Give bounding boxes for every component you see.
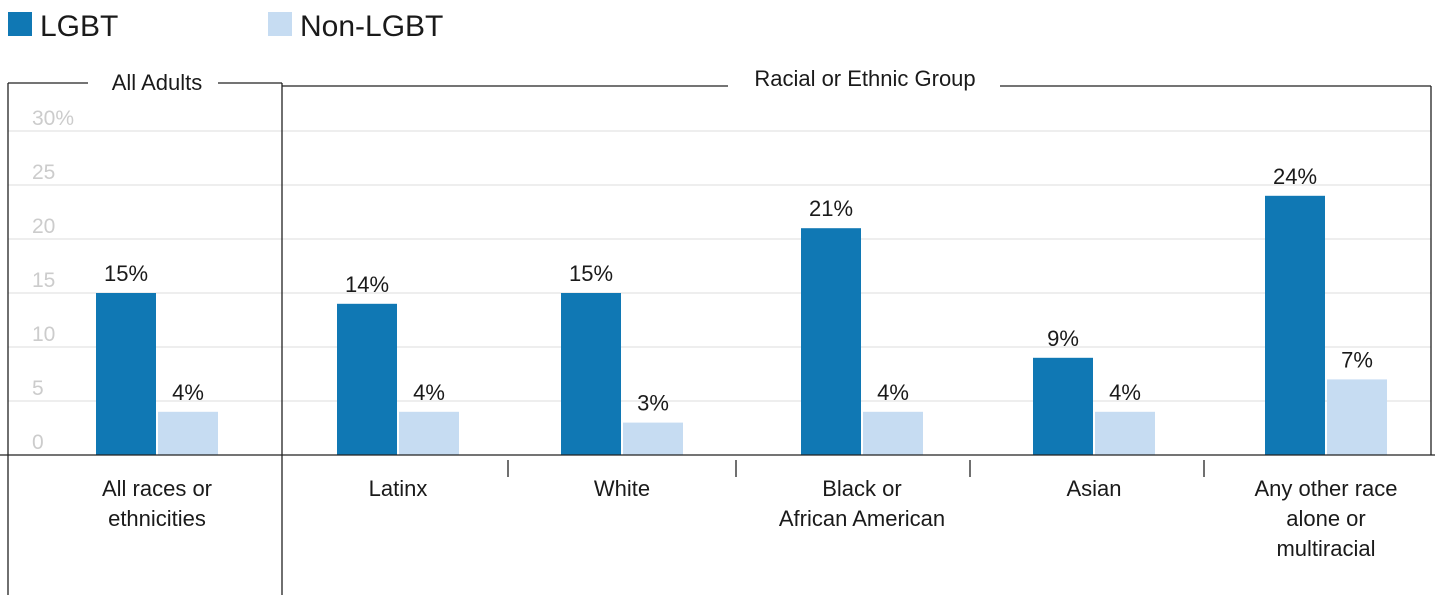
- bar-lgbt: [561, 293, 621, 455]
- group-title-all-adults: All Adults: [112, 70, 203, 95]
- category-label-line: ethnicities: [108, 506, 206, 531]
- data-label-non-lgbt: 4%: [877, 380, 909, 405]
- legend-swatch-lgbt: [8, 12, 32, 36]
- category-label: Any other race alone or multiracial: [1254, 476, 1397, 561]
- category-label-line: multiracial: [1276, 536, 1375, 561]
- category-label: Black or African American: [779, 476, 945, 531]
- data-label-lgbt: 15%: [569, 261, 613, 286]
- data-label-non-lgbt: 3%: [637, 391, 669, 416]
- category-labels: All races or ethnicities Latinx White Black …: [102, 476, 1398, 561]
- data-label-non-lgbt: 4%: [172, 380, 204, 405]
- data-label-lgbt: 21%: [809, 196, 853, 221]
- data-label-lgbt: 9%: [1047, 326, 1079, 351]
- category-label-line: alone or: [1286, 506, 1366, 531]
- bar-lgbt: [801, 228, 861, 455]
- category-label-line: Any other race: [1254, 476, 1397, 501]
- y-tick-label: 20: [32, 215, 55, 238]
- data-label-non-lgbt: 4%: [413, 380, 445, 405]
- y-axis-ticks: 0 5 10 15 20 25 30%: [32, 107, 74, 454]
- legend-label-non-lgbt: Non-LGBT: [300, 10, 443, 43]
- category-label: All races or ethnicities: [102, 476, 212, 531]
- data-label-lgbt: 24%: [1273, 164, 1317, 189]
- data-label-non-lgbt: 4%: [1109, 380, 1141, 405]
- bars: [96, 195, 1387, 456]
- y-tick-label: 0: [32, 431, 44, 454]
- y-tick-label: 30%: [32, 107, 74, 130]
- category-label-line: Latinx: [369, 476, 428, 501]
- category-label-line: White: [594, 476, 650, 501]
- y-tick-label: 10: [32, 323, 55, 346]
- category-label: White: [594, 476, 650, 501]
- y-tick-label: 5: [32, 377, 44, 400]
- y-tick-label: 15: [32, 269, 55, 292]
- group-title-racial: Racial or Ethnic Group: [754, 66, 975, 91]
- y-tick-label: 25: [32, 161, 55, 184]
- bar-non-lgbt: [863, 411, 923, 455]
- data-label-lgbt: 14%: [345, 272, 389, 297]
- category-label: Latinx: [369, 476, 428, 501]
- category-label-line: All races or: [102, 476, 212, 501]
- bar-non-lgbt: [1095, 411, 1155, 455]
- category-label-line: Black or: [822, 476, 901, 501]
- data-labels: 15% 14% 15% 21% 9% 24% 4% 4% 3% 4% 4% 7%: [104, 164, 1373, 416]
- bar-lgbt: [96, 293, 156, 455]
- category-label-line: African American: [779, 506, 945, 531]
- category-label: Asian: [1066, 476, 1121, 501]
- bar-lgbt: [1033, 357, 1093, 455]
- data-label-non-lgbt: 7%: [1341, 347, 1373, 372]
- legend: LGBT Non-LGBT: [8, 10, 443, 43]
- category-label-line: Asian: [1066, 476, 1121, 501]
- bar-lgbt: [1265, 195, 1325, 456]
- data-label-lgbt: 15%: [104, 261, 148, 286]
- legend-label-lgbt: LGBT: [40, 10, 118, 43]
- bar-non-lgbt: [1327, 379, 1387, 455]
- bar-non-lgbt: [158, 411, 218, 455]
- bar-lgbt: [337, 303, 397, 455]
- bar-non-lgbt: [623, 422, 683, 455]
- legend-swatch-non-lgbt: [268, 12, 292, 36]
- bar-non-lgbt: [399, 411, 459, 455]
- grid: [8, 130, 1431, 402]
- frame: [0, 82, 1435, 595]
